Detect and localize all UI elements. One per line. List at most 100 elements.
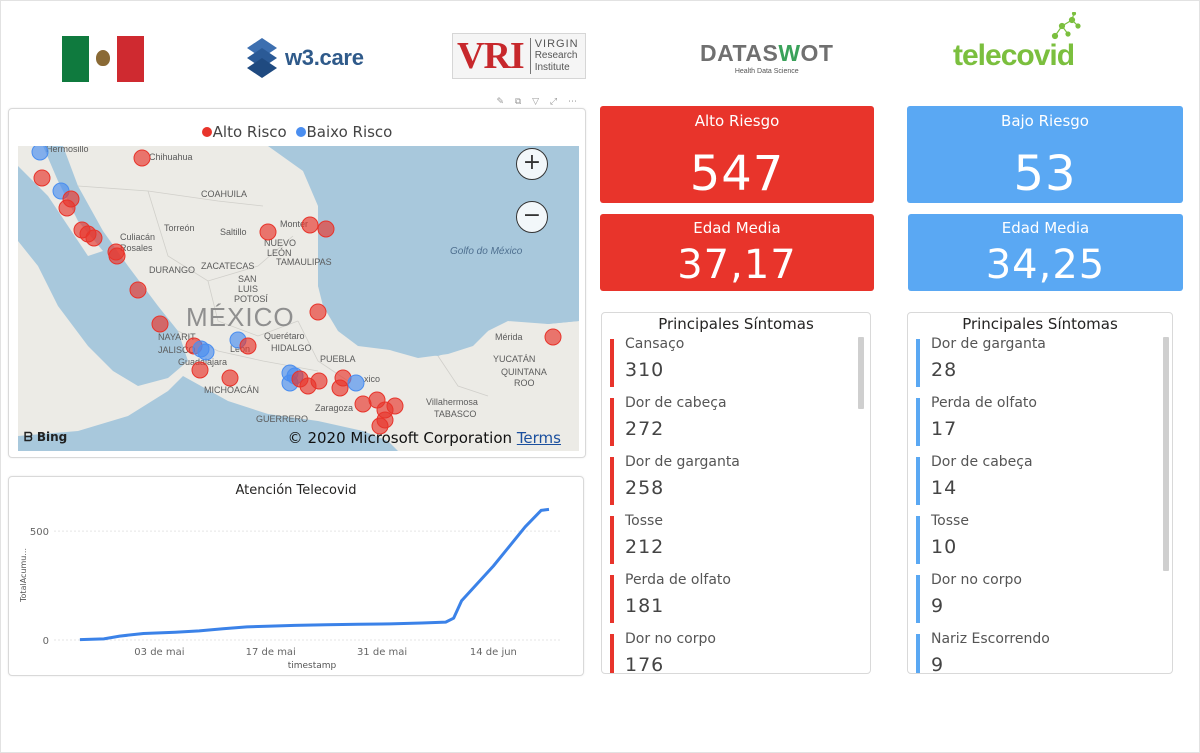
x-axis-label: timestamp <box>288 661 337 671</box>
alto-risco-dot-icon <box>201 127 212 137</box>
alto-risco-marker[interactable] <box>317 220 335 238</box>
bajo-symptom-bar <box>916 457 920 505</box>
terms-link[interactable]: Terms <box>516 429 561 447</box>
map-markers-layer[interactable] <box>18 146 579 451</box>
legend-baixo-label: Baixo Risco <box>306 123 393 141</box>
symptoms-bajo-scrollbar[interactable] <box>1163 337 1169 571</box>
w3care-logo: w3.care <box>245 38 364 78</box>
line-chart[interactable]: 0 500 03 de mai 17 de mai 31 de mai 14 de jun… <box>9 477 585 677</box>
alto-symptom-item[interactable]: Perda de olfato 181 <box>610 571 840 623</box>
series-line[interactable] <box>79 507 550 642</box>
x-tick-label: 14 de jun <box>470 647 517 658</box>
place-queretaro: Querétaro <box>264 331 305 341</box>
bajo-symptom-name: Dor de cabeça <box>931 454 1033 470</box>
place-san: SAN <box>238 274 257 284</box>
symptoms-alto-title: Principales Síntomas <box>658 315 814 333</box>
alto-risco-marker[interactable] <box>58 199 76 217</box>
alto-risco-marker[interactable] <box>151 315 169 333</box>
alto-symptom-item[interactable]: Tosse 212 <box>610 512 840 564</box>
place-chihuahua: Chihuahua <box>149 152 193 162</box>
alto-risco-marker[interactable] <box>108 247 126 265</box>
alto-risco-marker[interactable] <box>221 369 239 387</box>
alto-risco-marker[interactable] <box>386 397 404 415</box>
alto-risco-marker[interactable] <box>301 216 319 234</box>
alto-symptom-bar <box>610 516 614 564</box>
kpi-bajo-label: Bajo Riesgo <box>1001 112 1089 130</box>
baixo-risco-marker[interactable] <box>197 343 215 361</box>
alto-symptom-item[interactable]: Dor de garganta 258 <box>610 453 840 505</box>
alto-risco-marker[interactable] <box>129 281 147 299</box>
place-culiacan: Culiacán <box>120 232 156 242</box>
visual-header-icons[interactable]: ✎ ⧉ ▽ ⤢ ⋯ <box>496 97 581 107</box>
alto-risco-marker[interactable] <box>133 149 151 167</box>
alto-symptom-item[interactable]: Cansaço 310 <box>610 335 840 387</box>
symptoms-bajo-panel[interactable]: Principales Síntomas Dor de garganta 28 Pe… <box>907 312 1173 674</box>
bajo-symptom-name: Tosse <box>931 513 969 529</box>
bajo-symptom-name: Dor de garganta <box>931 336 1046 352</box>
legend-alto-label: Alto Risco <box>212 123 287 141</box>
place-jalisco: JALISCO <box>158 345 196 355</box>
alto-risco-marker[interactable] <box>191 361 209 379</box>
baixo-risco-marker[interactable] <box>347 374 365 392</box>
bing-map[interactable]: Hermosillo Chihuahua COAHUILA Torreón Sa… <box>18 146 579 451</box>
baixo-risco-marker[interactable] <box>31 146 49 161</box>
symptoms-alto-scrollbar[interactable] <box>858 337 864 409</box>
w3care-logo-text: w3.care <box>285 45 364 70</box>
vri-logo: VRI VIRGIN Research Institute <box>452 33 586 79</box>
vri-line3: Institute <box>534 62 570 73</box>
place-zaragoza: Zaragoza <box>315 403 354 413</box>
bajo-symptom-item[interactable]: Dor de cabeça 14 <box>916 453 1146 505</box>
kpi-edad-alto-value: 37,17 <box>677 242 797 288</box>
map-legend: Alto Risco Baixo Risco <box>9 123 585 141</box>
place-durango: DURANGO <box>149 265 196 275</box>
vri-logo-text: VRI <box>457 35 525 77</box>
map-zoom-in-button[interactable]: + <box>516 148 548 180</box>
bajo-symptom-value: 28 <box>931 359 958 381</box>
bajo-symptom-item[interactable]: Dor no corpo 9 <box>916 571 1146 623</box>
bajo-symptom-bar <box>916 575 920 623</box>
alto-risco-marker[interactable] <box>239 337 257 355</box>
bajo-symptom-item[interactable]: Nariz Escorrendo 9 <box>916 630 1146 673</box>
y-tick-label: 0 <box>43 636 49 647</box>
alto-risco-marker[interactable] <box>259 223 277 241</box>
alto-risco-marker[interactable] <box>310 372 328 390</box>
map-copyright: © 2020 Microsoft Corporation Terms <box>288 429 561 447</box>
kpi-edad-bajo: Edad Media 34,25 <box>908 214 1183 291</box>
alto-symptom-item[interactable]: Dor de cabeça 272 <box>610 394 840 446</box>
alto-risco-marker[interactable] <box>85 229 103 247</box>
bing-logo: ᗷ Bing <box>24 430 67 445</box>
telecovid-chart-panel[interactable]: Atención Telecovid 0 500 03 de mai 17 de ma… <box>8 476 584 676</box>
kpi-alto-value: 547 <box>689 146 785 202</box>
alto-risco-marker[interactable] <box>354 395 372 413</box>
alto-risco-marker[interactable] <box>371 417 389 435</box>
alto-symptom-name: Dor no corpo <box>625 631 716 647</box>
bajo-symptom-name: Dor no corpo <box>931 572 1022 588</box>
alto-risco-marker[interactable] <box>309 303 327 321</box>
bajo-symptom-item[interactable]: Perda de olfato 17 <box>916 394 1146 446</box>
map-zoom-out-button[interactable]: − <box>516 201 548 233</box>
mexico-flag-logo <box>62 36 144 82</box>
place-zacatecas: ZACATECAS <box>201 261 255 271</box>
alto-symptom-item[interactable]: Dor no corpo 176 <box>610 630 840 673</box>
bajo-symptom-item[interactable]: Tosse 10 <box>916 512 1146 564</box>
place-hidalgo: HIDALGO <box>271 343 312 353</box>
kpi-edad-bajo-label: Edad Media <box>1001 219 1090 237</box>
x-tick-label: 03 de mai <box>134 647 184 658</box>
alto-symptom-value: 181 <box>625 595 665 617</box>
alto-risco-marker[interactable] <box>331 379 349 397</box>
alto-symptom-name: Dor de cabeça <box>625 395 727 411</box>
alto-risco-marker[interactable] <box>544 328 562 346</box>
risk-map-panel[interactable]: ✎ ⧉ ▽ ⤢ ⋯ Alto Risco Baixo Risco Hermosi… <box>8 97 586 458</box>
dataswot-logo: DATASWOT Health Data Science <box>700 40 833 75</box>
bing-b-icon: ᗷ <box>24 430 33 444</box>
alto-risco-marker[interactable] <box>33 169 51 187</box>
place-quintana: QUINTANA <box>501 367 547 377</box>
alto-symptom-value: 212 <box>625 536 665 558</box>
alto-symptom-name: Cansaço <box>625 336 685 352</box>
bajo-symptom-item[interactable]: Dor de garganta 28 <box>916 335 1146 387</box>
symptoms-alto-panel[interactable]: Principales Síntomas Cansaço 310 Dor de ca… <box>601 312 871 674</box>
place-merida: Mérida <box>495 332 523 342</box>
bajo-symptom-bar <box>916 516 920 564</box>
alto-symptom-bar <box>610 575 614 623</box>
dataswot-a: DATAS <box>700 40 779 66</box>
